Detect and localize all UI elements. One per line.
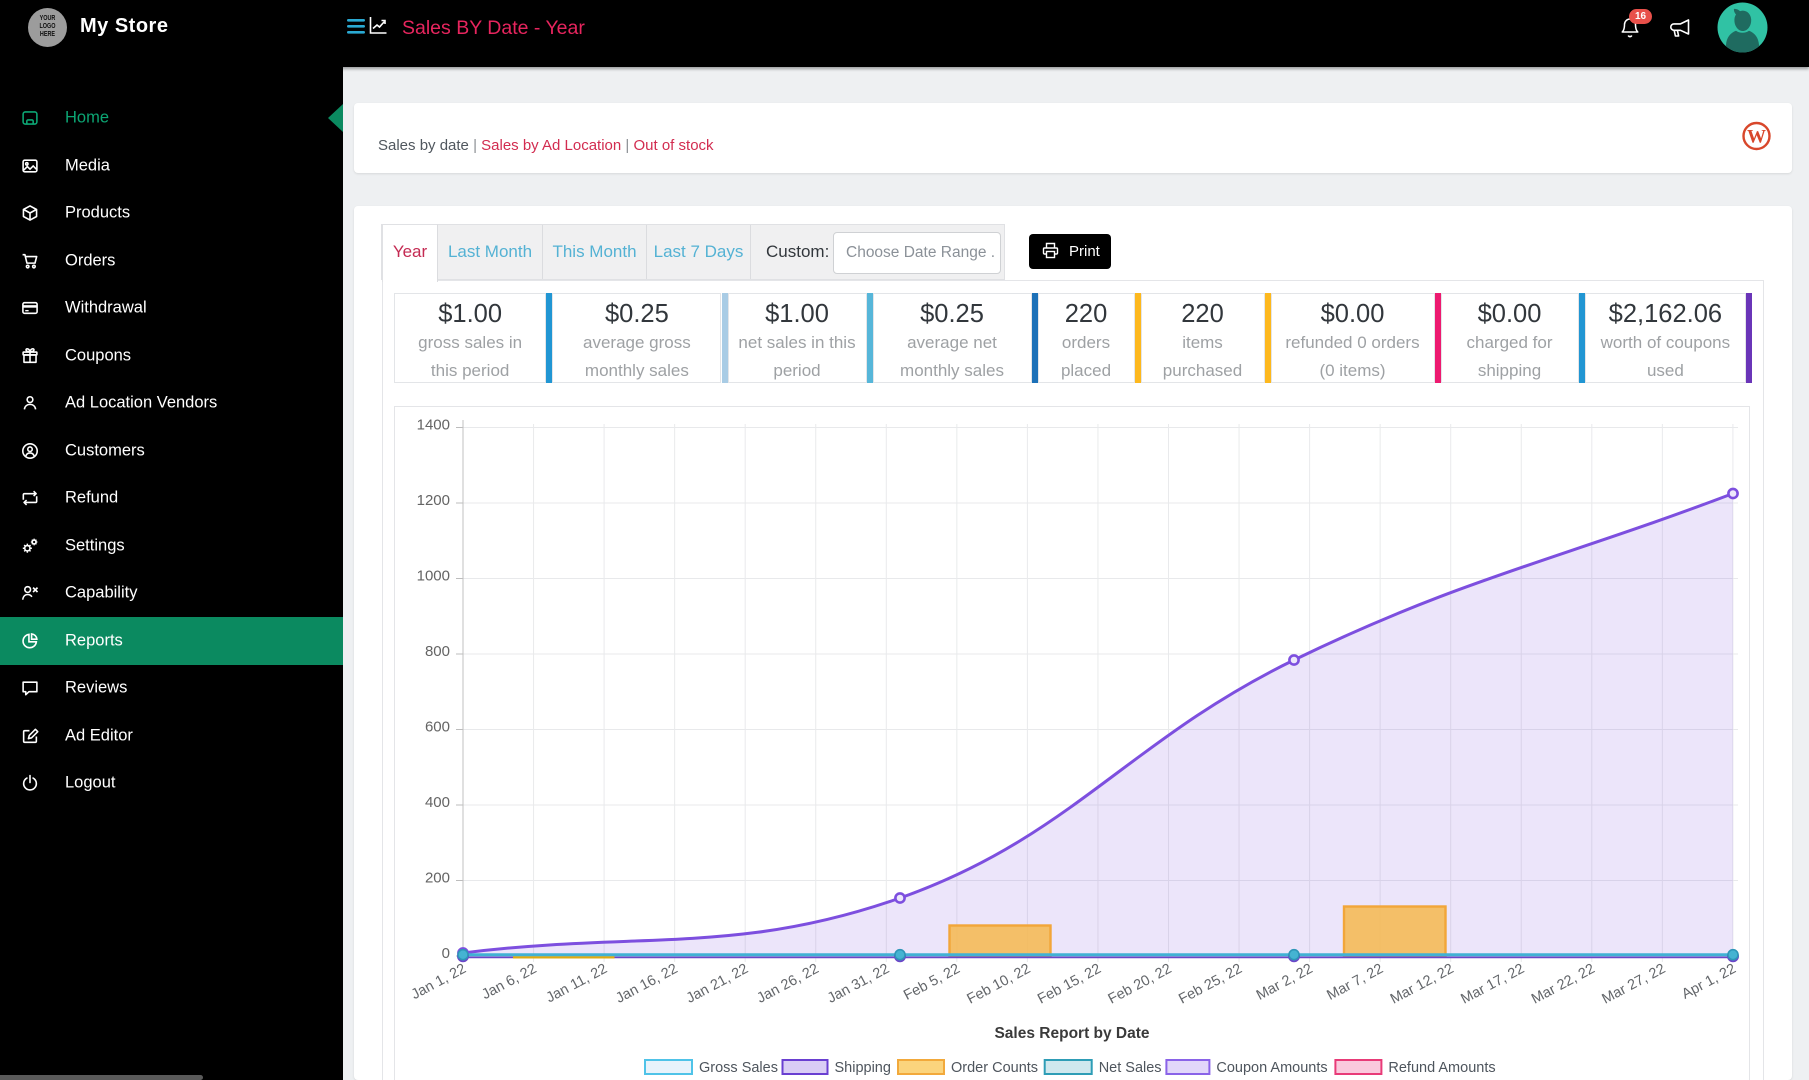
svg-text:Gross Sales: Gross Sales [699, 1060, 778, 1076]
svg-text:Sales Report by Date: Sales Report by Date [994, 1025, 1149, 1042]
svg-text:1200: 1200 [417, 492, 450, 509]
svg-text:Coupon Amounts: Coupon Amounts [1216, 1060, 1327, 1076]
svg-text:1000: 1000 [417, 568, 450, 585]
svg-text:W: W [1747, 127, 1766, 148]
svg-text:Order Counts: Order Counts [951, 1060, 1038, 1076]
svg-text:400: 400 [425, 794, 450, 811]
svg-text:Shipping: Shipping [835, 1060, 891, 1076]
svg-text:600: 600 [425, 719, 450, 736]
svg-text:200: 200 [425, 870, 450, 887]
svg-text:1400: 1400 [417, 417, 450, 434]
svg-text:Net Sales: Net Sales [1099, 1060, 1162, 1076]
svg-text:Refund Amounts: Refund Amounts [1388, 1060, 1495, 1076]
svg-text:800: 800 [425, 643, 450, 660]
svg-text:0: 0 [442, 945, 450, 962]
